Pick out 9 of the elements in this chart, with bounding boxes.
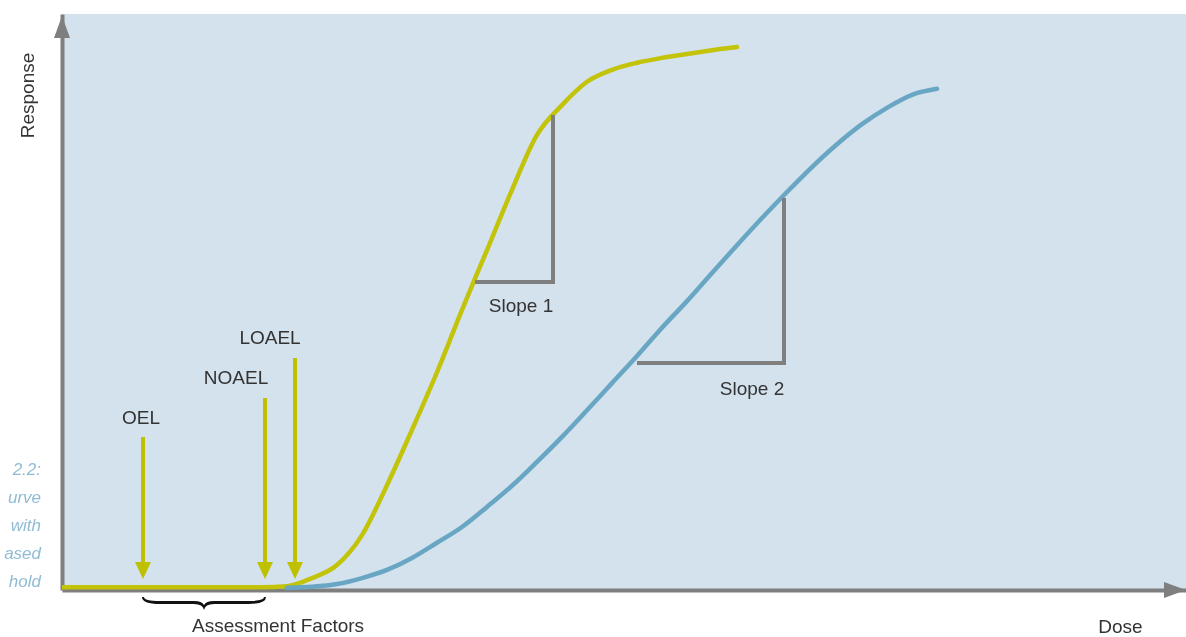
text: Assessment Factors bbox=[191, 615, 365, 636]
text: 2.2: urve with ased hold bbox=[4, 460, 42, 591]
y-axis-title: Response bbox=[16, 52, 38, 139]
annotation: Slope 1 bbox=[488, 295, 554, 316]
annotation: LOAEL bbox=[239, 327, 301, 348]
x-axis-title: Dose bbox=[1098, 615, 1143, 637]
annotation: NOAEL bbox=[203, 367, 269, 388]
annotation: OEL bbox=[121, 407, 161, 428]
annotation: Slope 2 bbox=[719, 378, 785, 399]
